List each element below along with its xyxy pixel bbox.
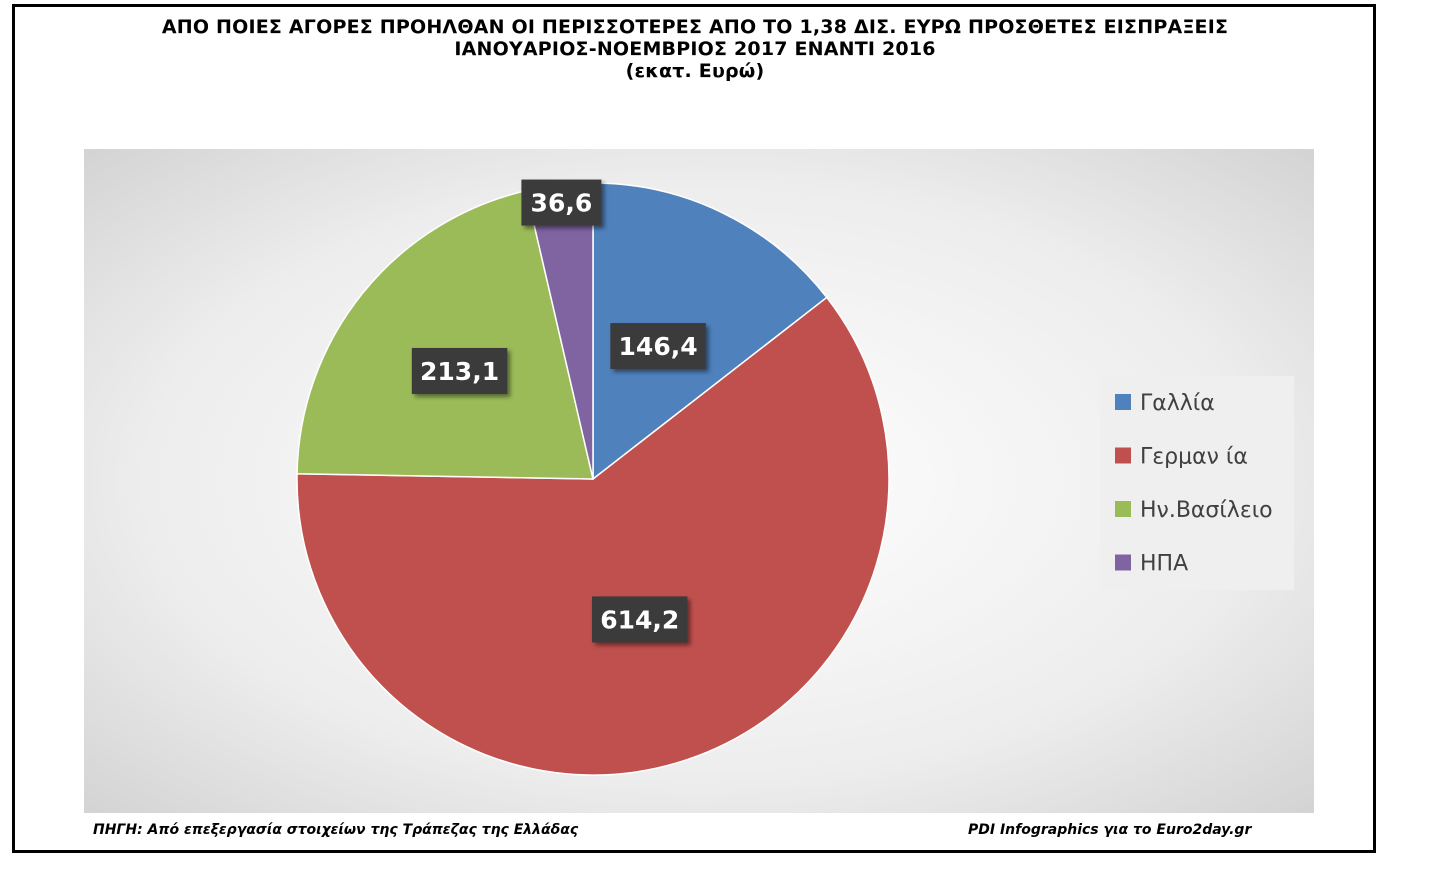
data-label-text: 146,4 [619, 332, 698, 361]
pie-slice-2 [296, 296, 890, 776]
data-label-box [411, 347, 508, 394]
title-line-3: (εκατ. Ευρώ) [625, 60, 765, 82]
pie-slice-3 [296, 189, 594, 480]
pie-slices [296, 182, 890, 776]
legend-box [1100, 376, 1294, 590]
source-note: ΠΗΓΗ: Από επεξεργασία στοιχείων της Τράπ… [93, 822, 579, 838]
data-labels: 146,4 614,2 213,1 36,6 [411, 179, 706, 643]
pie-slice-1 [592, 182, 828, 481]
legend-label-2: Γερμαν ία [1140, 445, 1248, 470]
legend-label-4: ΗΠΑ [1140, 552, 1188, 577]
chart-title: ΑΠΟ ΠΟΙΕΣ ΑΓΟΡΕΣ ΠΡΟΗΛΘΑΝ ΟΙ ΠΕΡΙΣΣΟΤΕΡΕ… [0, 16, 1390, 82]
legend-swatch-4 [1115, 554, 1131, 571]
credit-note: PDI Infographics για το Euro2day.gr [968, 822, 1252, 838]
data-label-box [521, 179, 602, 226]
plot-area: 146,4 614,2 213,1 36,6 Γαλλία Γερμαν ία Ην.Βα… [84, 149, 1314, 813]
data-label-1: 146,4 [610, 323, 706, 370]
chart-frame [12, 4, 1376, 853]
data-label-box [591, 596, 688, 643]
title-line-1: ΑΠΟ ΠΟΙΕΣ ΑΓΟΡΕΣ ΠΡΟΗΛΘΑΝ ΟΙ ΠΕΡΙΣΣΟΤΕΡΕ… [161, 16, 1229, 38]
data-label-text: 614,2 [600, 605, 679, 634]
legend-swatch-1 [1115, 394, 1131, 410]
pie-chart: 146,4 614,2 213,1 36,6 Γαλλία Γερμαν ία Ην.Βα… [84, 149, 1314, 813]
data-label-3: 213,1 [411, 347, 508, 394]
legend-label-1: Γαλλία [1140, 391, 1215, 416]
data-label-2: 614,2 [591, 596, 688, 643]
legend: Γαλλία Γερμαν ία Ην.Βασίλειο ΗΠΑ [1100, 376, 1294, 590]
legend-swatch-2 [1115, 447, 1131, 464]
legend-label-3: Ην.Βασίλειο [1140, 498, 1273, 523]
data-label-4: 36,6 [521, 179, 602, 226]
data-label-text: 36,6 [531, 189, 593, 218]
title-line-2: ΙΑΝΟΥΑΡΙΟΣ-ΝΟΕΜΒΡΙΟΣ 2017 ΕΝΑΝΤΙ 2016 [454, 38, 936, 60]
data-label-box [610, 323, 706, 370]
legend-swatch-3 [1115, 501, 1131, 517]
data-label-text: 213,1 [420, 357, 499, 386]
